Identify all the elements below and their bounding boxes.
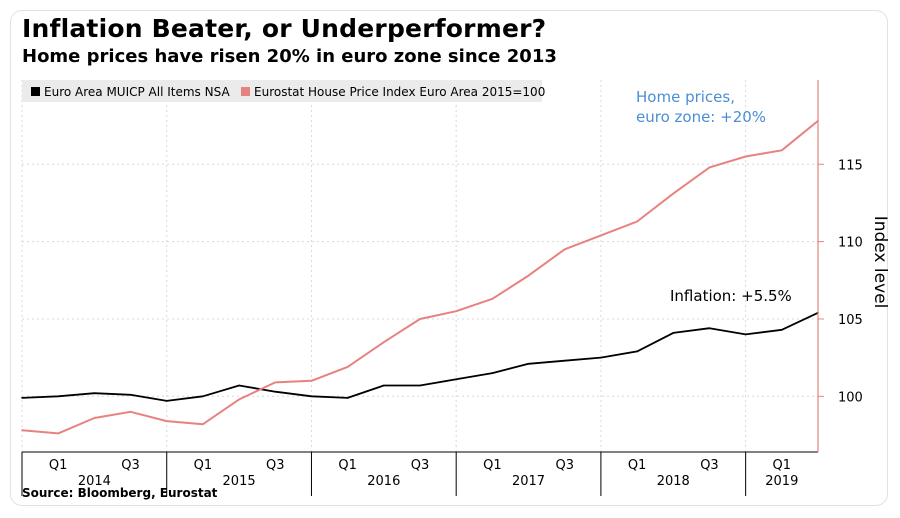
x-tick-label-2014-Q1: Q1 (49, 458, 68, 473)
annotation-home-prices-line1: Home prices, (636, 88, 735, 106)
x-tick-label-2017-Q1: Q1 (483, 458, 502, 473)
y-tick-label-110: 110 (838, 236, 863, 251)
series-0-point-18 (672, 332, 675, 334)
series-1-point-8 (310, 380, 313, 382)
series-0-point-1 (57, 395, 59, 398)
series-1-point-11 (419, 318, 421, 320)
series-1-point-9 (346, 366, 349, 368)
x-year-label-2017: 2017 (512, 474, 545, 489)
legend-label-house-prices: Eurostat House Price Index Euro Area 201… (254, 85, 545, 99)
series-0-point-0 (21, 397, 23, 399)
x-year-label-2015: 2015 (223, 474, 256, 489)
series-0-point-5 (202, 395, 204, 398)
x-tick-label-2014-Q3: Q3 (121, 458, 140, 473)
series-1-point-13 (491, 298, 494, 300)
x-tick-label-2018-Q1: Q1 (628, 458, 647, 473)
series-0-point-9 (346, 397, 349, 399)
y-tick-label-105: 105 (838, 313, 863, 328)
series-1-point-12 (455, 310, 457, 313)
series-0-point-6 (238, 384, 240, 387)
series-0-point-15 (563, 359, 566, 362)
series-0-point-8 (310, 395, 313, 398)
y-tick-label-100: 100 (838, 390, 863, 405)
series-0-point-11 (419, 384, 421, 387)
series-1-point-16 (600, 234, 602, 237)
series-0-point-16 (600, 356, 602, 359)
series-1-point-17 (636, 220, 638, 223)
series-1-point-10 (383, 341, 385, 343)
series-0-point-3 (129, 393, 132, 396)
legend-swatch-inflation (31, 87, 40, 96)
series-0-point-17 (636, 350, 638, 353)
series-1-point-0 (21, 429, 23, 432)
x-axis: Q1 Q3 Q1 Q3 Q1 Q3 Q1 Q3 Q1 Q3 Q1 2014 2015 2016 2017 20… (21, 451, 818, 496)
series-0-point-21 (781, 328, 783, 331)
series-1-point-1 (57, 432, 59, 435)
legend: Euro Area MUICP All Items NSA Eurostat H… (22, 80, 545, 102)
series-0-point-7 (274, 390, 277, 393)
series-1-point-6 (238, 398, 240, 401)
source-note: Source: Bloomberg, Eurostat (22, 486, 218, 500)
y-tick-label-115: 115 (838, 158, 863, 173)
x-tick-label-2019-Q1: Q1 (773, 458, 792, 473)
x-year-label-2016: 2016 (367, 474, 400, 489)
y-axis: 100 105 110 115 (817, 80, 863, 452)
x-year-label-2018: 2018 (657, 474, 690, 489)
series-0-point-13 (491, 372, 494, 374)
series-line-0 (21, 311, 819, 402)
x-tick-label-2016-Q1: Q1 (338, 458, 357, 473)
series-0-point-2 (93, 392, 96, 395)
series-1-point-19 (708, 166, 711, 169)
series-0-point-20 (744, 333, 747, 336)
series-0-point-19 (708, 327, 711, 330)
x-tick-label-2018-Q3: Q3 (700, 458, 719, 473)
x-year-label-2014: 2014 (78, 474, 111, 489)
series-1-point-21 (781, 149, 783, 152)
chart-title: Inflation Beater, or Underperformer? (22, 14, 547, 43)
x-tick-label-2017-Q3: Q3 (555, 458, 574, 473)
series-line-1 (21, 120, 819, 435)
legend-label-inflation: Euro Area MUICP All Items NSA (44, 85, 230, 99)
series-1-point-15 (563, 248, 566, 251)
y-axis-label: Index level (870, 216, 890, 309)
series-1-point-7 (274, 381, 277, 384)
annotation-inflation: Inflation: +5.5% (670, 287, 792, 305)
series-1-point-5 (202, 423, 204, 425)
series-0-point-12 (455, 378, 457, 381)
legend-swatch-house-prices (241, 87, 250, 96)
series-1-point-4 (165, 420, 168, 422)
legend-background (22, 80, 542, 102)
chart-subtitle: Home prices have risen 20% in euro zone … (22, 46, 557, 67)
series-lines (21, 120, 819, 435)
x-tick-label-2015-Q1: Q1 (194, 458, 213, 473)
x-tick-label-2015-Q3: Q3 (266, 458, 285, 473)
series-1-point-18 (672, 192, 675, 195)
annotation-home-prices-line2: euro zone: +20% (636, 108, 766, 126)
series-0-point-10 (383, 384, 385, 387)
series-1-point-2 (93, 417, 96, 419)
series-1-point-3 (129, 410, 132, 413)
series-1-point-20 (744, 155, 747, 158)
x-tick-label-2016-Q3: Q3 (411, 458, 430, 473)
series-1-point-14 (527, 274, 530, 277)
x-year-label-2019: 2019 (765, 474, 798, 489)
series-0-point-14 (527, 363, 530, 365)
series-0-point-4 (165, 400, 168, 402)
